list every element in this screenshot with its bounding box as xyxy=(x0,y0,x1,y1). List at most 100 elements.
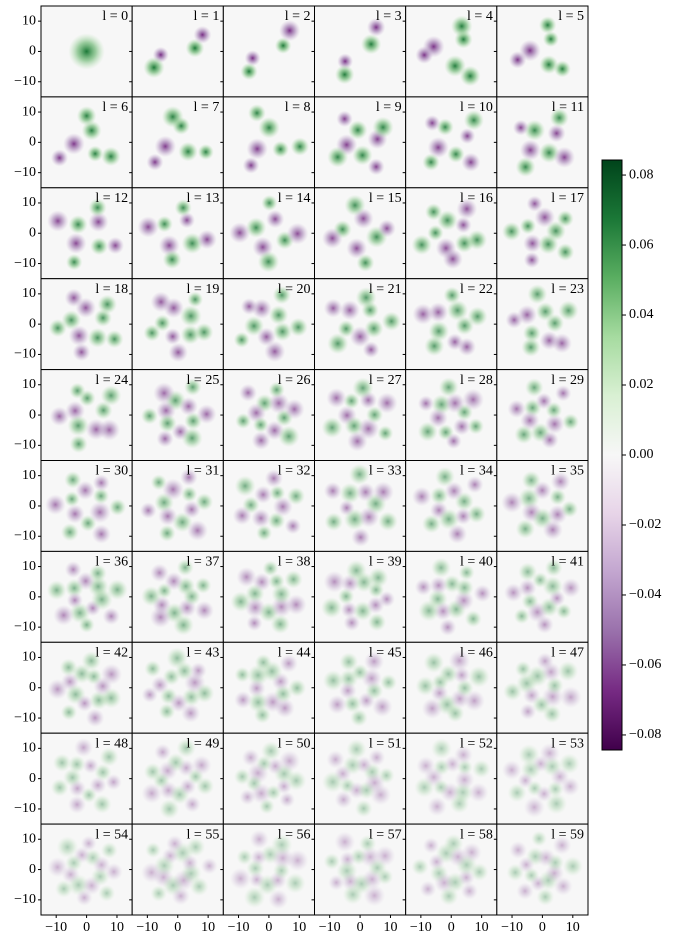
mode-blob xyxy=(545,313,565,333)
panel xyxy=(40,369,133,462)
mode-blob xyxy=(463,110,484,131)
mode-blob xyxy=(156,430,174,448)
mode-blob xyxy=(536,652,554,670)
x-tick-label: 0 xyxy=(265,920,272,935)
mode-blob xyxy=(547,124,566,143)
mode-blob xyxy=(88,211,109,233)
mode-blob xyxy=(377,219,396,238)
mode-blob xyxy=(100,841,118,859)
mode-blob xyxy=(421,697,443,719)
mode-blob xyxy=(444,481,464,501)
panel xyxy=(131,187,224,280)
mode-blob xyxy=(347,431,368,452)
mode-blob xyxy=(467,306,488,327)
mode-blob xyxy=(176,738,196,758)
panel-background xyxy=(223,6,315,97)
colorbar-tick-label: −0.02 xyxy=(629,517,661,532)
x-tick-label: −10 xyxy=(501,920,523,935)
mode-blob xyxy=(264,340,286,363)
mode-blob xyxy=(174,199,192,217)
mode-blob xyxy=(423,652,445,674)
mode-blob xyxy=(424,335,445,357)
panel-title: l = 43 xyxy=(187,646,220,661)
mode-blob xyxy=(271,584,292,605)
mode-blob xyxy=(461,152,481,172)
panel xyxy=(222,96,315,189)
mode-blob xyxy=(49,406,70,427)
mode-blob xyxy=(539,55,559,75)
mode-blob xyxy=(158,703,176,720)
mode-blob xyxy=(417,395,435,412)
panel xyxy=(314,823,407,916)
mode-blob xyxy=(549,488,567,506)
panel-title: l = 1 xyxy=(194,9,220,24)
mode-blob xyxy=(430,486,449,505)
mode-blob xyxy=(187,520,209,541)
mode-blob xyxy=(59,658,78,677)
mode-blob xyxy=(447,524,468,544)
mode-blob xyxy=(424,203,443,221)
y-tick-label: −10 xyxy=(14,710,36,725)
mode-blob xyxy=(505,311,523,329)
mode-blob xyxy=(72,343,91,362)
mode-blob xyxy=(424,114,441,132)
panel-title: l = 39 xyxy=(369,555,402,570)
y-tick-label: 0 xyxy=(29,589,36,604)
panel-title: l = 2 xyxy=(285,9,311,24)
mode-blob xyxy=(65,253,83,271)
mode-blob xyxy=(274,37,292,54)
mode-blob xyxy=(358,506,380,528)
mode-blob xyxy=(286,222,309,245)
mode-blob xyxy=(52,753,72,772)
mode-blob xyxy=(467,504,486,524)
mode-blob xyxy=(171,886,190,906)
panel-title: l = 8 xyxy=(285,100,311,115)
panel-background xyxy=(41,187,133,279)
mode-blob xyxy=(284,872,306,894)
mode-blob xyxy=(98,419,121,441)
mode-blob xyxy=(455,578,474,597)
mode-blob xyxy=(326,387,347,409)
mode-blob xyxy=(284,570,303,589)
mode-blob xyxy=(194,683,215,703)
panel xyxy=(222,550,315,643)
mode-blob xyxy=(92,794,112,814)
panel-title: l = 17 xyxy=(551,191,584,206)
mode-blob xyxy=(344,194,366,216)
panel xyxy=(40,550,133,643)
mode-blob xyxy=(467,418,485,435)
mode-blob xyxy=(50,149,69,167)
mode-blob xyxy=(166,834,184,853)
panel xyxy=(314,96,407,189)
mode-blob xyxy=(194,322,214,342)
mode-blob xyxy=(411,234,432,256)
mode-blob xyxy=(88,198,107,217)
mode-blob xyxy=(443,286,461,304)
mode-blob xyxy=(411,486,432,507)
mode-blob xyxy=(460,882,478,900)
mode-blob xyxy=(278,750,301,772)
panel-title: l = 55 xyxy=(187,827,220,842)
mode-blob xyxy=(69,382,86,399)
mode-blob xyxy=(262,560,279,577)
mode-blob xyxy=(90,237,109,256)
mode-blob xyxy=(271,834,293,856)
panel xyxy=(496,278,589,371)
mode-blob xyxy=(141,783,163,804)
x-tick-label: 10 xyxy=(566,920,580,935)
panel xyxy=(314,460,407,552)
mode-blob xyxy=(94,401,113,420)
mode-blob xyxy=(412,303,434,325)
panel xyxy=(222,641,315,734)
mode-blob xyxy=(139,502,157,519)
panel xyxy=(314,732,407,825)
panel-title: l = 13 xyxy=(187,191,220,206)
mode-blob xyxy=(372,116,394,138)
y-tick-label: 10 xyxy=(22,104,36,119)
panel-title: l = 35 xyxy=(551,464,584,479)
mode-blob xyxy=(378,511,398,532)
mode-blob xyxy=(242,157,260,174)
mode-blob xyxy=(87,145,104,162)
panel xyxy=(314,5,407,98)
mode-blob xyxy=(513,608,530,625)
